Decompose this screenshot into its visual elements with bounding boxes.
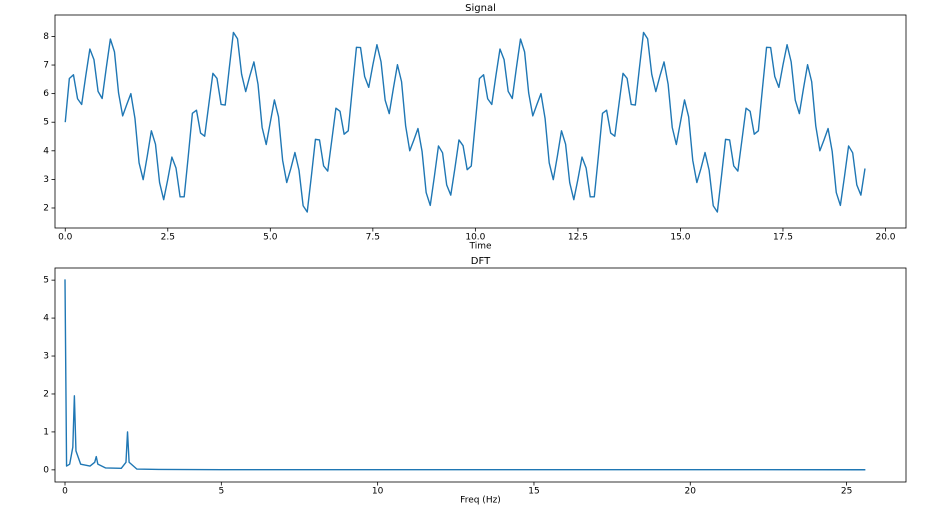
y-tick-label: 3 bbox=[43, 175, 49, 185]
x-tick-label: 2.5 bbox=[161, 233, 175, 243]
axes-frame bbox=[54, 14, 907, 229]
y-tick-label: 5 bbox=[43, 118, 49, 128]
x-tick-label: 12.5 bbox=[568, 233, 588, 243]
y-tick-label: 2 bbox=[43, 203, 49, 213]
y-tick-label: 2 bbox=[43, 389, 49, 399]
y-tick-label: 5 bbox=[43, 276, 49, 286]
axes-frame bbox=[54, 267, 907, 483]
x-tick-label: 7.5 bbox=[366, 233, 380, 243]
x-tick-label: 0.0 bbox=[58, 233, 73, 243]
x-tick-label: 15.0 bbox=[670, 233, 690, 243]
x-axis-label: Time bbox=[468, 242, 491, 252]
x-tick-label: 15 bbox=[528, 487, 539, 497]
x-tick-label: 10.0 bbox=[465, 233, 485, 243]
y-tick-label: 4 bbox=[43, 146, 49, 156]
y-tick-label: 6 bbox=[43, 89, 49, 99]
x-tick-label: 0 bbox=[62, 487, 68, 497]
y-tick-label: 3 bbox=[43, 352, 49, 362]
x-tick-label: 5.0 bbox=[263, 233, 278, 243]
signal-line bbox=[64, 279, 866, 471]
x-axis-label: Freq (Hz) bbox=[460, 496, 501, 506]
y-tick-label: 7 bbox=[43, 61, 49, 71]
y-tick-label: 1 bbox=[43, 427, 49, 437]
chart-title: DFT bbox=[471, 256, 491, 267]
chart-title: Signal bbox=[465, 3, 496, 14]
x-tick-label: 20 bbox=[685, 487, 697, 497]
y-tick-label: 4 bbox=[43, 314, 49, 324]
x-tick-label: 20.0 bbox=[875, 233, 895, 243]
signal-line bbox=[64, 31, 866, 213]
y-tick-label: 8 bbox=[43, 32, 49, 42]
x-tick-label: 5 bbox=[218, 487, 224, 497]
x-tick-label: 25 bbox=[841, 487, 852, 497]
y-tick-label: 0 bbox=[43, 465, 49, 475]
x-tick-label: 17.5 bbox=[773, 233, 793, 243]
x-tick-label: 10 bbox=[372, 487, 384, 497]
